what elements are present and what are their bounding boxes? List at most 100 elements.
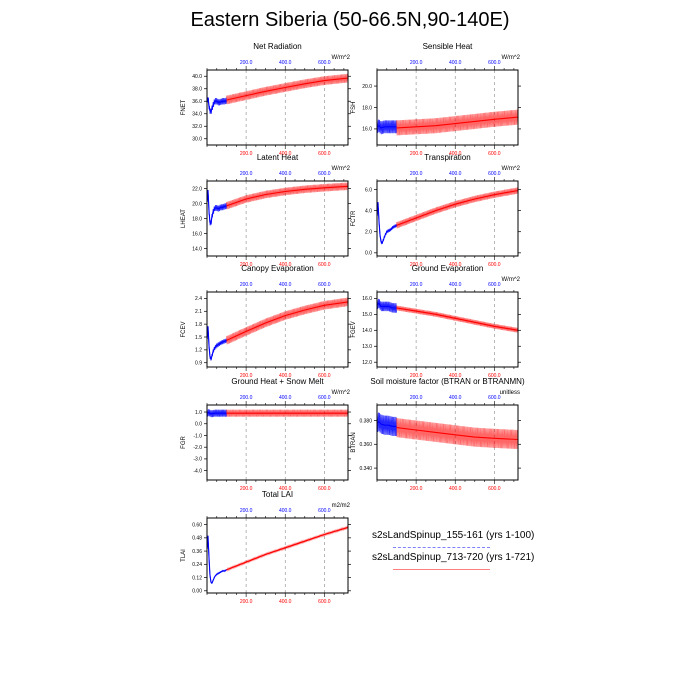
- series-line-run1: [377, 202, 397, 245]
- y-tick-label: 16.0: [192, 231, 202, 237]
- y-tick-label: 0.24: [192, 562, 202, 568]
- chart-units: W/m^2: [502, 166, 521, 172]
- y-tick-label: 18.0: [362, 105, 372, 111]
- y-axis-label: FNET: [181, 99, 187, 115]
- x-tick-label-top: 400.0: [279, 60, 292, 66]
- y-tick-label: 2.1: [195, 309, 202, 315]
- series-line-run1: [377, 420, 397, 427]
- y-axis-label: FGEV: [351, 321, 357, 337]
- y-tick-label: -2.0: [193, 445, 202, 451]
- y-tick-label: 1.2: [195, 348, 202, 354]
- plot-area: [207, 525, 348, 585]
- x-tick-label-bottom: 400.0: [449, 373, 462, 379]
- y-tick-label: 2.0: [365, 230, 372, 236]
- x-tick-label-top: 400.0: [449, 171, 462, 177]
- plot-frame: [206, 517, 349, 594]
- plot-frame: [376, 291, 519, 368]
- x-tick-label-bottom: 600.0: [318, 262, 331, 268]
- y-tick-label: 38.0: [192, 87, 202, 93]
- x-tick-label-bottom: 400.0: [449, 262, 462, 268]
- x-tick-label-bottom: 200.0: [240, 599, 253, 605]
- x-tick-label-top: 200.0: [240, 395, 253, 401]
- y-tick-label: 34.0: [192, 112, 202, 118]
- x-tick-label-top: 600.0: [488, 60, 501, 66]
- y-tick-label: 30.0: [192, 137, 202, 143]
- x-tick-label-top: 200.0: [410, 171, 423, 177]
- chart-units: m2/m2: [332, 503, 351, 509]
- x-tick-label-top: 400.0: [279, 395, 292, 401]
- x-tick-label-top: 200.0: [410, 395, 423, 401]
- x-tick-label-bottom: 200.0: [240, 262, 253, 268]
- plot-area: [377, 187, 518, 245]
- legend-line-run1: [393, 547, 490, 548]
- chart-units: W/m^2: [502, 277, 521, 283]
- y-tick-label: 20.0: [192, 201, 202, 207]
- y-tick-label: 20.0: [362, 84, 372, 90]
- y-tick-label: 40.0: [192, 74, 202, 80]
- plot-frame: [376, 404, 519, 481]
- plot-frame: [206, 69, 349, 146]
- x-tick-label-bottom: 600.0: [488, 262, 501, 268]
- y-tick-label: 1.0: [195, 410, 202, 416]
- y-tick-label: 12.0: [362, 360, 372, 366]
- y-tick-label: 0.60: [192, 522, 202, 528]
- x-tick-label-top: 200.0: [410, 282, 423, 288]
- y-tick-label: 14.0: [192, 246, 202, 252]
- chart-5: Canopy Evaporation FCEV 0.9 1.2 1.5 1.8 2.1 2.4…: [181, 264, 351, 379]
- x-tick-label-bottom: 400.0: [279, 486, 292, 492]
- chart-6: Ground Evaporation W/m^2 FGEV 12.0 13.0 14.0 1…: [351, 264, 521, 379]
- series-line-run1: [207, 189, 227, 226]
- y-tick-label: 14.0: [362, 328, 372, 334]
- series-line-run2: [396, 116, 518, 129]
- x-tick-label-top: 400.0: [449, 60, 462, 66]
- x-tick-label-bottom: 200.0: [240, 151, 253, 157]
- y-tick-label: 16.0: [362, 296, 372, 302]
- chart-units: W/m^2: [332, 166, 351, 172]
- y-tick-label: 0.12: [192, 575, 202, 581]
- plot-area: [207, 182, 348, 226]
- chart-4: Transpiration W/m^2 FCTR 0.0 2.0 4.0 6.0 200.0 2…: [351, 153, 521, 268]
- series-line-run1: [377, 302, 397, 309]
- x-tick-label-top: 600.0: [318, 171, 331, 177]
- legend-label-run2: s2sLandSpinup_713-720 (yrs 1-721): [372, 552, 535, 563]
- chart-8: Soil moisture factor (BTRAN or BTRANMN) u…: [351, 377, 525, 492]
- x-tick-label-top: 200.0: [240, 282, 253, 288]
- series-line-run2: [226, 301, 348, 341]
- x-tick-label-top: 600.0: [488, 395, 501, 401]
- y-tick-label: 0.0: [195, 422, 202, 428]
- x-tick-label-top: 600.0: [488, 171, 501, 177]
- y-tick-label: 0.00: [192, 589, 202, 595]
- series-line-run1: [207, 535, 227, 585]
- y-tick-label: 0.0: [365, 251, 372, 257]
- x-tick-label-bottom: 400.0: [279, 373, 292, 379]
- x-tick-label-top: 600.0: [318, 508, 331, 514]
- x-tick-label-bottom: 600.0: [318, 599, 331, 605]
- chart-units: unitless: [500, 390, 520, 396]
- y-tick-label: 0.9: [195, 361, 202, 367]
- chart-units: W/m^2: [332, 55, 351, 61]
- x-tick-label-top: 400.0: [279, 508, 292, 514]
- plot-frame: [376, 180, 519, 257]
- x-tick-label-top: 400.0: [279, 171, 292, 177]
- page-title: Eastern Siberia (50-66.5N,90-140E): [190, 9, 510, 31]
- y-tick-label: 36.0: [192, 99, 202, 105]
- x-tick-label-bottom: 200.0: [240, 373, 253, 379]
- plot-area: [207, 297, 348, 362]
- chart-title: Latent Heat: [257, 153, 299, 162]
- x-tick-label-top: 400.0: [449, 282, 462, 288]
- x-tick-label-bottom: 600.0: [318, 151, 331, 157]
- x-tick-label-top: 600.0: [318, 395, 331, 401]
- x-tick-label-bottom: 400.0: [449, 151, 462, 157]
- y-tick-label: -4.0: [193, 468, 202, 474]
- chart-3: Latent Heat W/m^2 LHEAT 14.0 16.0 18.0 20.0 22.…: [181, 153, 351, 268]
- y-tick-label: 0.360: [359, 442, 372, 448]
- x-tick-label-bottom: 200.0: [410, 486, 423, 492]
- y-tick-label: 0.48: [192, 536, 202, 542]
- y-axis-label: FGR: [181, 436, 187, 449]
- series-line-run1: [377, 124, 397, 129]
- chart-9: Total LAI m2/m2 TLAI 0.00 0.12 0.24 0.36 0.48 0.…: [181, 490, 351, 605]
- series-line-run2: [226, 185, 348, 207]
- x-tick-label-top: 600.0: [488, 282, 501, 288]
- y-tick-label: 18.0: [192, 216, 202, 222]
- x-tick-label-bottom: 400.0: [279, 599, 292, 605]
